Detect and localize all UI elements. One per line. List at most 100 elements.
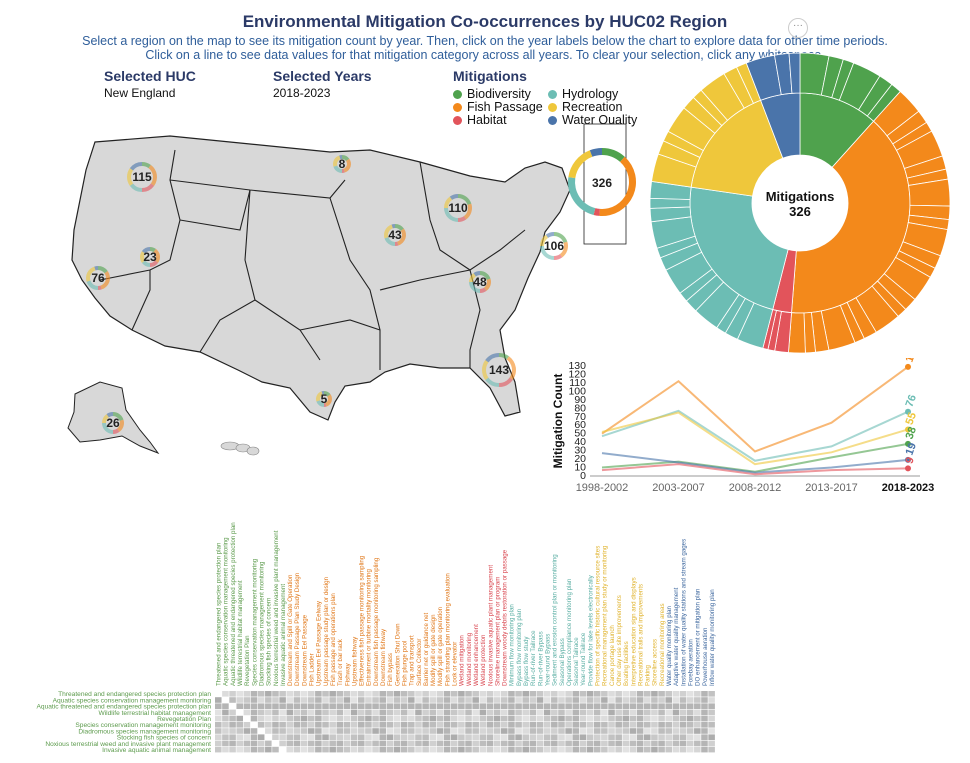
matrix-cell[interactable] (479, 709, 487, 716)
matrix-cell[interactable] (665, 728, 672, 734)
matrix-cell[interactable] (243, 691, 251, 697)
matrix-cell[interactable] (286, 697, 294, 703)
matrix-cell[interactable] (579, 722, 587, 728)
matrix-cell[interactable] (551, 722, 558, 728)
matrix-cell[interactable] (365, 746, 372, 753)
matrix-cell[interactable] (415, 746, 422, 753)
matrix-cell[interactable] (293, 709, 301, 716)
matrix-cell[interactable] (293, 703, 301, 709)
matrix-cell[interactable] (515, 728, 522, 734)
matrix-cell[interactable] (315, 703, 322, 709)
matrix-cell[interactable] (679, 722, 687, 728)
matrix-cell[interactable] (551, 691, 558, 697)
region-marker-missouri[interactable]: 115 (127, 162, 157, 192)
matrix-cell[interactable] (493, 703, 501, 709)
matrix-cell[interactable] (315, 734, 322, 740)
matrix-cell[interactable] (522, 709, 529, 716)
matrix-cell[interactable] (343, 715, 351, 722)
matrix-cell[interactable] (636, 722, 644, 728)
matrix-cell[interactable] (236, 703, 243, 709)
matrix-cell[interactable] (651, 709, 658, 716)
matrix-cell[interactable] (436, 697, 444, 703)
matrix-cell[interactable] (436, 691, 444, 697)
matrix-cell[interactable] (708, 691, 715, 697)
matrix-cell[interactable] (379, 734, 386, 740)
matrix-cell[interactable] (708, 703, 715, 709)
matrix-cell[interactable] (286, 691, 294, 697)
matrix-cell[interactable] (644, 697, 651, 703)
matrix-cell[interactable] (629, 715, 637, 722)
matrix-cell[interactable] (536, 734, 544, 740)
matrix-cell[interactable] (658, 734, 665, 740)
matrix-cell[interactable] (644, 722, 651, 728)
matrix-cell[interactable] (601, 715, 608, 722)
matrix-cell[interactable] (372, 734, 379, 740)
matrix-cell[interactable] (329, 703, 336, 709)
matrix-cell[interactable] (615, 691, 622, 697)
matrix-cell[interactable] (651, 703, 658, 709)
matrix-cell[interactable] (694, 691, 701, 697)
matrix-cell[interactable] (465, 703, 472, 709)
matrix-cell[interactable] (665, 691, 672, 697)
matrix-cell[interactable] (443, 728, 451, 734)
matrix-cell[interactable] (408, 703, 415, 709)
matrix-cell[interactable] (222, 722, 229, 728)
region-marker-souris-red-rainy[interactable]: 8 (333, 155, 351, 173)
matrix-cell[interactable] (415, 703, 422, 709)
matrix-cell[interactable] (551, 703, 558, 709)
matrix-cell[interactable] (586, 703, 594, 709)
matrix-cell[interactable] (629, 697, 637, 703)
matrix-cell[interactable] (286, 703, 294, 709)
matrix-cell[interactable] (443, 740, 451, 747)
matrix-cell[interactable] (601, 697, 608, 703)
matrix-cell[interactable] (636, 728, 644, 734)
matrix-cell[interactable] (329, 734, 336, 740)
matrix-cell[interactable] (307, 734, 315, 740)
matrix-cell[interactable] (486, 709, 494, 716)
matrix-cell[interactable] (501, 728, 508, 734)
matrix-cell[interactable] (429, 746, 437, 753)
matrix-cell[interactable] (501, 715, 508, 722)
matrix-cell[interactable] (393, 722, 401, 728)
matrix-cell[interactable] (358, 722, 365, 728)
matrix-cell[interactable] (329, 691, 336, 697)
matrix-cell[interactable] (408, 740, 415, 747)
x-tick-label-year[interactable]: 2008-2012 (729, 482, 782, 494)
matrix-cell[interactable] (572, 697, 580, 703)
matrix-cell[interactable] (300, 722, 308, 728)
matrix-cell[interactable] (672, 697, 680, 703)
matrix-cell[interactable] (543, 691, 551, 697)
matrix-cell[interactable] (322, 734, 329, 740)
matrix-cell[interactable] (386, 703, 394, 709)
matrix-cell[interactable] (286, 746, 294, 753)
matrix-cell[interactable] (536, 709, 544, 716)
matrix-cell[interactable] (265, 691, 272, 697)
matrix-cell[interactable] (579, 734, 587, 740)
matrix-cell[interactable] (336, 703, 344, 709)
matrix-cell[interactable] (558, 709, 565, 716)
matrix-cell[interactable] (694, 728, 701, 734)
matrix-cell[interactable] (593, 746, 601, 753)
matrix-cell[interactable] (343, 740, 351, 747)
matrix-cell[interactable] (450, 715, 458, 722)
matrix-cell[interactable] (665, 715, 672, 722)
matrix-cell[interactable] (658, 703, 665, 709)
matrix-cell[interactable] (350, 709, 358, 716)
matrix-cell[interactable] (315, 740, 322, 747)
matrix-cell[interactable] (608, 703, 615, 709)
matrix-cell[interactable] (422, 697, 429, 703)
matrix-cell[interactable] (558, 722, 565, 728)
matrix-cell[interactable] (279, 728, 286, 734)
matrix-cell[interactable] (486, 734, 494, 740)
region-marker-ohio[interactable]: 48 (469, 271, 491, 293)
matrix-cell[interactable] (558, 703, 565, 709)
matrix-cell[interactable] (350, 728, 358, 734)
region-marker-california[interactable]: 76 (86, 266, 110, 290)
matrix-cell[interactable] (686, 709, 694, 716)
matrix-cell[interactable] (300, 709, 308, 716)
matrix-cell[interactable] (622, 703, 630, 709)
matrix-cell[interactable] (222, 691, 229, 697)
matrix-cell[interactable] (651, 734, 658, 740)
matrix-cell[interactable] (343, 728, 351, 734)
matrix-cell[interactable] (250, 697, 258, 703)
